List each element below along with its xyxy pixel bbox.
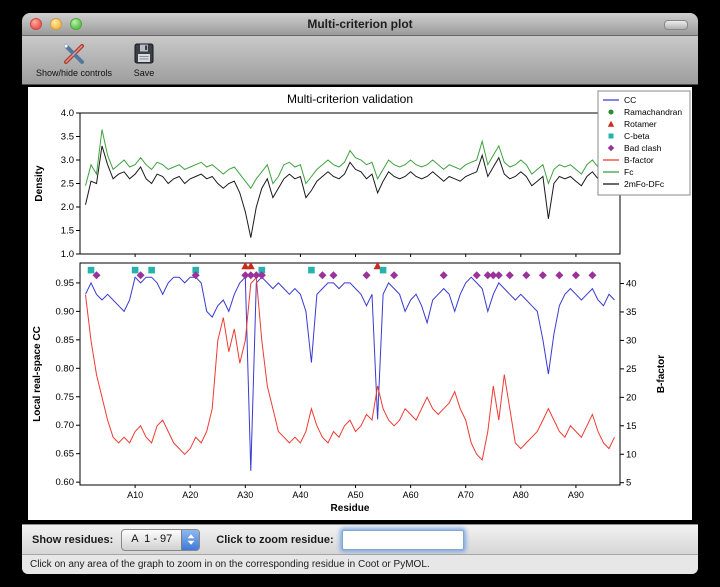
multi-criterion-plot-window: Multi-criterion plot Show/hide controls …: [22, 13, 698, 574]
figure[interactable]: Multi-criterion validation 1.0 1.5 2.0 2.5 3.…: [28, 87, 692, 520]
svg-text:Bad clash: Bad clash: [624, 143, 662, 153]
svg-text:Fc: Fc: [624, 167, 634, 177]
svg-text:1.0: 1.0: [61, 249, 74, 260]
show-hide-controls-button[interactable]: Show/hide controls: [32, 40, 116, 79]
svg-text:A80: A80: [513, 490, 529, 500]
zoom-residue-label: Click to zoom residue:: [216, 533, 334, 546]
toolbar: Show/hide controls Save: [22, 36, 698, 85]
show-residues-label: Show residues:: [32, 533, 114, 546]
svg-text:20: 20: [626, 392, 637, 403]
data-series: [85, 129, 615, 471]
popup-stepper-icon: [181, 529, 200, 550]
status-text: Click on any area of the graph to zoom i…: [30, 559, 430, 570]
svg-text:15: 15: [626, 421, 637, 432]
zoom-residue-input[interactable]: [341, 529, 464, 550]
toolbar-toggle-button[interactable]: [664, 20, 688, 30]
svg-text:Ramachandran: Ramachandran: [624, 107, 682, 117]
svg-text:Local real-space CC: Local real-space CC: [32, 326, 43, 422]
svg-text:0.80: 0.80: [56, 363, 75, 374]
svg-text:A70: A70: [458, 490, 474, 500]
window-title: Multi-criterion plot: [307, 17, 413, 31]
traffic-lights: [30, 18, 82, 30]
svg-text:1.5: 1.5: [61, 226, 74, 237]
svg-text:B-factor: B-factor: [656, 355, 667, 393]
CC-line: [85, 275, 615, 471]
save-button[interactable]: Save: [128, 40, 160, 79]
axis-ticks-and-labels: Multi-criterion validation 1.0 1.5 2.0 2.5 3.…: [32, 92, 667, 514]
svg-text:A50: A50: [348, 490, 364, 500]
plot-legend: CC Ramachandran Rotamer C-beta Bad clash B-fa…: [597, 90, 691, 196]
plot-canvas[interactable]: Multi-criterion validation 1.0 1.5 2.0 2.5 3.…: [28, 87, 692, 520]
svg-text:Density: Density: [34, 165, 45, 202]
svg-text:5: 5: [626, 478, 631, 489]
Fc-line: [85, 129, 615, 190]
svg-text:0.70: 0.70: [56, 420, 75, 431]
residue-range-value: A 1 - 97: [131, 532, 173, 545]
svg-text:Rotamer: Rotamer: [624, 119, 657, 129]
svg-text:2mFo-DFc: 2mFo-DFc: [624, 179, 665, 189]
svg-text:0.75: 0.75: [56, 392, 75, 403]
svg-text:Residue: Residue: [331, 503, 370, 514]
svg-text:A60: A60: [403, 490, 419, 500]
outlier-markers: [87, 261, 597, 280]
svg-text:30: 30: [626, 335, 637, 346]
toolbar-button-label: Show/hide controls: [36, 68, 113, 78]
svg-text:0.60: 0.60: [56, 477, 75, 488]
svg-text:0.65: 0.65: [56, 449, 75, 460]
svg-text:A30: A30: [237, 490, 253, 500]
svg-text:10: 10: [626, 449, 637, 460]
svg-text:A10: A10: [127, 490, 143, 500]
axes-frames: [79, 112, 621, 486]
svg-text:0.95: 0.95: [56, 278, 75, 289]
zoom-button[interactable]: [70, 18, 82, 30]
svg-text:4.0: 4.0: [61, 108, 74, 119]
svg-text:2.0: 2.0: [61, 202, 74, 213]
title-bar[interactable]: Multi-criterion plot: [22, 13, 698, 36]
svg-text:B-factor: B-factor: [624, 155, 654, 165]
crossed-tools-icon: [64, 44, 85, 64]
svg-text:CC: CC: [624, 95, 636, 105]
controls-bar: Show residues: A 1 - 97 Click to zoom re…: [22, 524, 698, 554]
status-bar: Click on any area of the graph to zoom i…: [22, 554, 698, 574]
svg-text:3.5: 3.5: [61, 132, 74, 143]
svg-text:A90: A90: [568, 490, 584, 500]
svg-text:25: 25: [626, 364, 637, 375]
residue-range-select[interactable]: A 1 - 97: [121, 528, 201, 551]
svg-text:35: 35: [626, 307, 637, 318]
svg-text:2.5: 2.5: [61, 179, 74, 190]
close-button[interactable]: [30, 18, 42, 30]
2mFo-DFc-line: [85, 145, 615, 238]
minimize-button[interactable]: [50, 18, 62, 30]
svg-text:A40: A40: [292, 490, 308, 500]
svg-text:Multi-criterion validation: Multi-criterion validation: [287, 92, 413, 106]
save-icon: [134, 43, 154, 64]
B-factor-line: [85, 276, 615, 462]
svg-text:0.90: 0.90: [56, 306, 75, 317]
svg-text:40: 40: [626, 278, 637, 289]
svg-text:0.85: 0.85: [56, 335, 75, 346]
toolbar-button-label: Save: [133, 68, 155, 78]
svg-text:3.0: 3.0: [61, 155, 74, 166]
svg-text:A20: A20: [182, 490, 198, 500]
svg-text:C-beta: C-beta: [624, 131, 650, 141]
plot-area: Multi-criterion validation 1.0 1.5 2.0 2.5 3.…: [22, 85, 698, 524]
